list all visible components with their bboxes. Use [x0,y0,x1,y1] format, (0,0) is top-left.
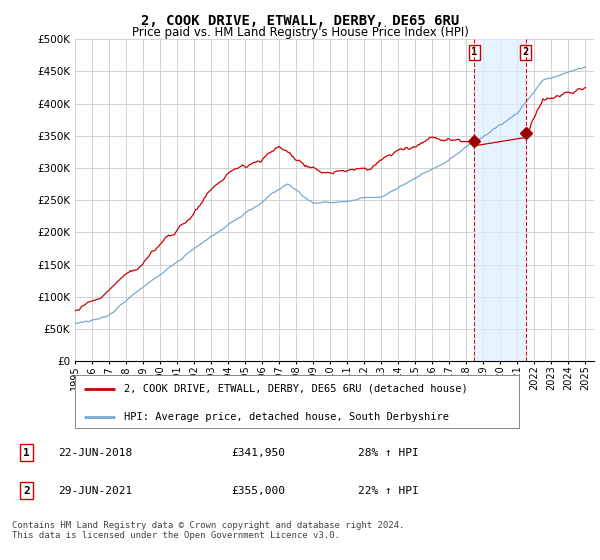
Text: Price paid vs. HM Land Registry's House Price Index (HPI): Price paid vs. HM Land Registry's House … [131,26,469,39]
Text: £341,950: £341,950 [231,448,285,458]
Text: 22-JUN-2018: 22-JUN-2018 [58,448,133,458]
Text: HPI: Average price, detached house, South Derbyshire: HPI: Average price, detached house, Sout… [124,412,449,422]
Text: 1: 1 [23,448,30,458]
Text: 28% ↑ HPI: 28% ↑ HPI [358,448,418,458]
Text: 2: 2 [523,47,529,57]
Text: 2, COOK DRIVE, ETWALL, DERBY, DE65 6RU (detached house): 2, COOK DRIVE, ETWALL, DERBY, DE65 6RU (… [124,384,467,394]
Text: 22% ↑ HPI: 22% ↑ HPI [358,486,418,496]
Text: 2, COOK DRIVE, ETWALL, DERBY, DE65 6RU: 2, COOK DRIVE, ETWALL, DERBY, DE65 6RU [141,14,459,28]
Text: Contains HM Land Registry data © Crown copyright and database right 2024.
This d: Contains HM Land Registry data © Crown c… [12,521,404,540]
Text: 29-JUN-2021: 29-JUN-2021 [58,486,133,496]
Text: £355,000: £355,000 [231,486,285,496]
Text: 2: 2 [23,486,30,496]
Text: 1: 1 [471,47,478,57]
Bar [475,39,526,361]
